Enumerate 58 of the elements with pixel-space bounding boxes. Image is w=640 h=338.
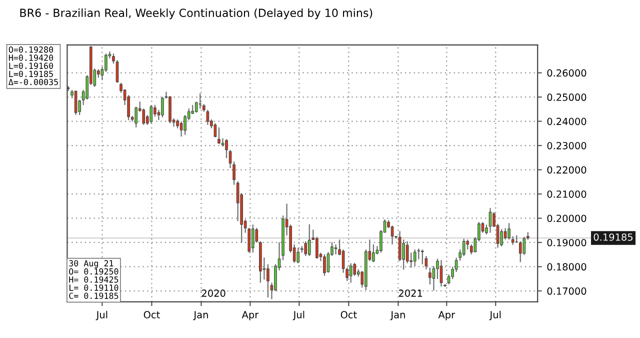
y-tick-label: 0.23000 — [547, 142, 586, 150]
candlestick — [304, 240, 308, 257]
candlestick — [74, 90, 78, 116]
candlestick — [402, 239, 405, 270]
x-tick-label: Jul — [489, 310, 501, 320]
y-tick-label: 0.22000 — [547, 166, 586, 174]
candlestick — [308, 224, 311, 257]
candlestick — [406, 240, 409, 264]
candlestick — [421, 248, 424, 265]
candlestick — [466, 239, 470, 250]
candlestick — [518, 240, 522, 263]
candlestick — [334, 244, 338, 255]
y-tick-label: 0.18000 — [547, 263, 586, 271]
candlestick — [184, 114, 186, 136]
candlestick — [251, 224, 254, 254]
annotation: 2021 — [398, 290, 422, 297]
x-tick-label: Jan — [390, 311, 405, 320]
y-tick-label: 0.20000 — [547, 214, 586, 222]
candlestick — [206, 109, 210, 126]
y-tick-label: 0.19000 — [547, 238, 586, 246]
candlestick — [214, 122, 217, 138]
y-tick-label: 0.21000 — [547, 190, 586, 198]
candlestick — [218, 126, 220, 144]
candlestick — [508, 222, 510, 240]
annotation: 2020 — [202, 290, 226, 297]
y-tick-label: 0.25000 — [547, 94, 586, 101]
candlestick — [104, 53, 108, 72]
chart-title: BR6 - Brazilian Real, Weekly Continuation (Delayed by 10 mins) — [20, 8, 372, 20]
ref-line-label: 0.19185 — [594, 233, 633, 241]
x-tick-label: Oct — [144, 311, 160, 318]
candlestick — [116, 60, 119, 84]
candlestick — [372, 244, 375, 263]
x-tick-label: Apr — [438, 311, 456, 320]
candlestick — [198, 92, 202, 109]
candlestick — [413, 248, 416, 267]
candlestick — [323, 254, 326, 276]
candlestick — [440, 260, 443, 288]
candlestick — [266, 264, 270, 298]
candlestick — [134, 106, 138, 128]
x-tick-label: Jul — [292, 310, 304, 320]
candlestick — [462, 238, 466, 257]
candlestick — [390, 224, 394, 245]
x-tick-label: Apr — [242, 311, 259, 320]
candlestick — [428, 267, 432, 285]
candlestick — [316, 236, 318, 260]
x-tick-label: Jul — [96, 310, 108, 320]
candlestick — [296, 247, 300, 264]
x-tick-label: Jan — [193, 311, 208, 320]
text: O=0.19280 H=0.19420 L=0.19160 L=0.19185 Δ=-0.00035 — [8, 46, 58, 86]
candlestick — [180, 120, 183, 138]
candlestick — [150, 104, 153, 124]
y-tick-label: 0.24000 — [547, 118, 586, 126]
x-tick-label: Oct — [340, 311, 357, 318]
annotation: 30 Aug 21 O= 0.19250 H= 0.19425 L= 0.19110 C= 0.19185 — [69, 260, 118, 299]
y-tick-label: 0.17000 — [547, 287, 586, 295]
candlestick — [225, 138, 228, 159]
candlestick — [349, 262, 352, 284]
y-tick-label: 0.26000 — [547, 69, 586, 77]
